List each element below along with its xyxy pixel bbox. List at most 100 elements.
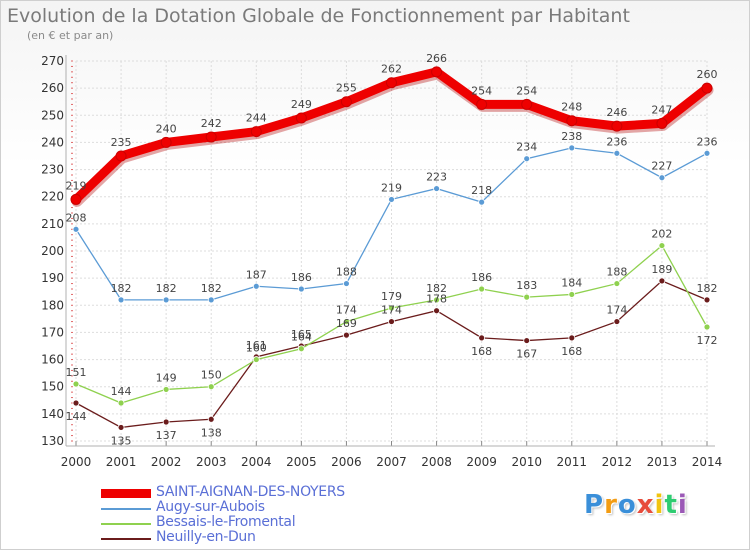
data-label: 234	[516, 141, 537, 154]
data-point	[72, 225, 80, 233]
y-tick-label: 150	[41, 380, 64, 394]
x-tick-label: 2000	[61, 455, 92, 469]
legend-swatch	[101, 522, 151, 525]
data-label: 260	[697, 68, 718, 81]
data-label: 167	[516, 348, 537, 361]
data-point	[117, 296, 125, 304]
legend-swatch	[101, 537, 151, 540]
data-point	[703, 149, 711, 157]
data-label: 189	[651, 263, 672, 276]
y-tick-label: 140	[41, 407, 64, 421]
data-point	[297, 345, 305, 353]
x-tick-label: 2010	[511, 455, 542, 469]
legend-label: Neuilly-en-Dun	[156, 529, 256, 545]
legend-label: SAINT-AIGNAN-DES-NOYERS	[156, 484, 345, 500]
data-label: 164	[291, 331, 312, 344]
data-point	[340, 96, 352, 108]
y-tick-label: 260	[41, 81, 64, 95]
logo-letter: x	[636, 490, 655, 520]
data-label: 235	[111, 136, 132, 149]
chart-title: Evolution de la Dotation Globale de Fonc…	[7, 5, 630, 27]
data-point	[162, 418, 170, 426]
data-label: 161	[246, 339, 267, 352]
data-point	[70, 193, 82, 205]
legend-item: Neuilly-en-Dun	[101, 529, 431, 546]
data-label: 246	[606, 106, 627, 119]
x-tick-label: 2004	[241, 455, 272, 469]
y-tick-label: 190	[41, 271, 64, 285]
data-label: 188	[336, 266, 357, 279]
data-label: 174	[606, 304, 627, 317]
data-label: 149	[156, 371, 177, 384]
data-label: 168	[561, 345, 582, 358]
logo-letter: r	[604, 490, 618, 520]
y-tick-label: 270	[41, 54, 64, 68]
y-tick-label: 230	[41, 163, 64, 177]
data-point	[658, 174, 666, 182]
grid	[75, 60, 708, 442]
logo-letter: i	[677, 490, 688, 520]
data-label: 254	[516, 84, 537, 97]
data-point	[207, 296, 215, 304]
data-point	[388, 304, 395, 312]
x-tick-label: 2005	[286, 455, 317, 469]
data-label: 236	[606, 135, 627, 148]
data-point	[476, 98, 488, 110]
data-label: 219	[381, 181, 402, 194]
y-tick-label: 210	[41, 217, 64, 231]
data-point	[72, 380, 80, 388]
data-point	[297, 285, 305, 293]
chart-subtitle: (en € et par an)	[27, 29, 114, 42]
data-point	[568, 334, 576, 342]
y-tick-label: 130	[41, 434, 64, 448]
data-point	[658, 277, 666, 285]
data-label: 254	[471, 84, 492, 97]
y-tick-label: 170	[41, 325, 64, 339]
data-label: 135	[111, 434, 132, 447]
axes: 130 140 150 160 170 180 190 200 210 220 230 240 250 2…	[41, 54, 722, 469]
data-label: 182	[697, 282, 718, 295]
legend-item: Augy-sur-Aubois	[101, 499, 431, 516]
data-label: 168	[471, 345, 492, 358]
data-label: 182	[426, 282, 447, 295]
data-point	[701, 82, 713, 94]
data-point	[478, 285, 486, 293]
data-point	[343, 331, 350, 339]
x-tick-label: 2002	[151, 455, 182, 469]
x-tick-label: 2014	[692, 455, 723, 469]
data-point	[72, 399, 80, 407]
legend-item: Bessais-le-Fromental	[101, 514, 431, 531]
data-label: 160	[246, 342, 267, 355]
data-label: 179	[381, 290, 402, 303]
data-point	[568, 291, 576, 298]
data-label: 165	[291, 328, 312, 341]
data-point	[433, 185, 440, 192]
data-label: 187	[246, 268, 267, 281]
y-tick-label: 220	[41, 190, 64, 204]
data-point	[388, 318, 395, 325]
data-point	[252, 282, 260, 290]
data-point	[433, 296, 440, 304]
data-label: 144	[66, 410, 87, 423]
logo-letter: i	[654, 490, 665, 520]
data-label: 208	[66, 211, 87, 224]
data-point	[162, 296, 170, 304]
x-tick-label: 2009	[466, 455, 497, 469]
data-point	[431, 66, 443, 78]
data-label: 202	[651, 228, 672, 241]
data-point	[613, 318, 621, 325]
data-label: 184	[561, 276, 582, 289]
data-label: 242	[201, 117, 222, 130]
data-point	[703, 296, 711, 304]
data-point	[386, 77, 397, 89]
data-point	[523, 293, 531, 301]
data-label: 150	[201, 369, 222, 382]
data-label: 182	[111, 282, 132, 295]
data-point	[523, 155, 531, 163]
series-layer	[70, 66, 714, 431]
legend-swatch	[101, 489, 151, 498]
data-label: 249	[291, 98, 312, 111]
data-label: 178	[426, 293, 447, 306]
